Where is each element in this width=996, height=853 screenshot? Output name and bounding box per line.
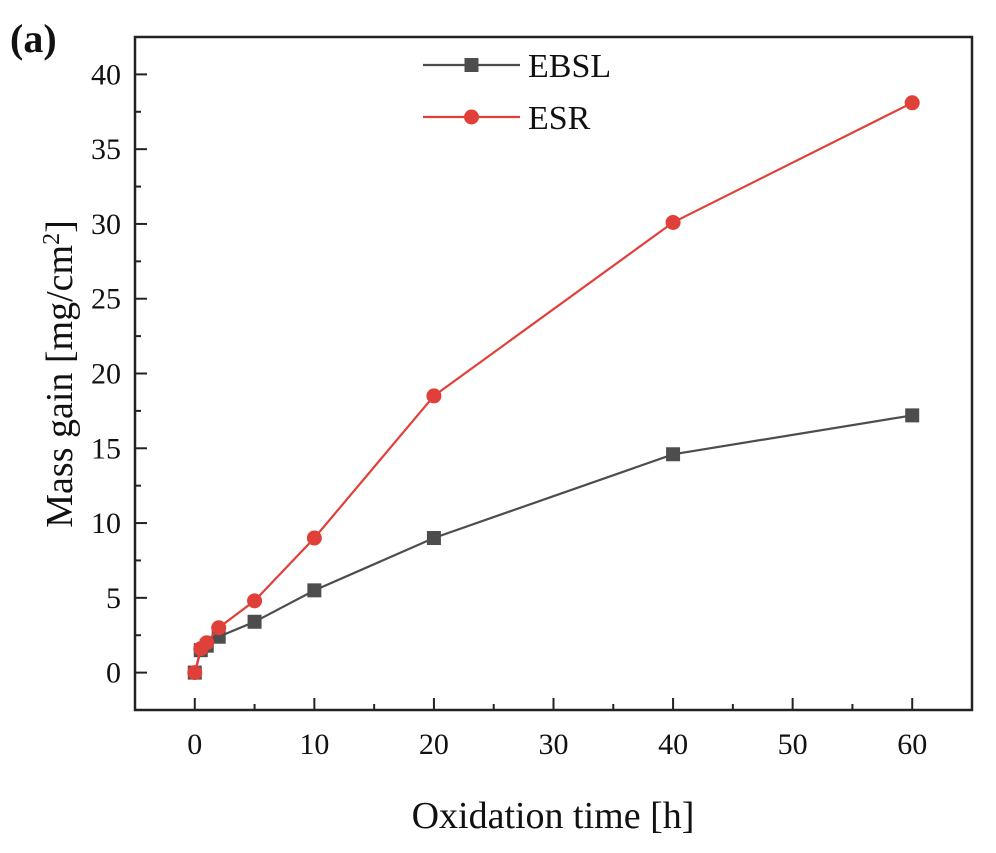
y-tick-label: 15 <box>91 432 121 465</box>
esr-point <box>199 635 215 651</box>
legend: EBSL ESR <box>423 48 611 137</box>
x-tick-label: 60 <box>897 728 927 761</box>
y-tick-label: 30 <box>91 208 121 241</box>
ebsl-point <box>247 614 262 629</box>
legend-item-esr: ESR <box>423 100 591 137</box>
panel-label: (a) <box>10 16 57 61</box>
plot-area-frame <box>133 35 974 712</box>
x-tick-label: 30 <box>539 728 569 761</box>
esr-point <box>426 388 442 404</box>
ebsl-point <box>464 58 479 72</box>
x-tick-label: 40 <box>658 728 688 761</box>
x-tick-label: 50 <box>778 728 808 761</box>
legend-label-esr: ESR <box>528 100 591 137</box>
y-tick-label: 0 <box>106 657 121 690</box>
x-tick-label: 10 <box>299 728 329 761</box>
y-axis-title-end: ] <box>39 220 81 233</box>
ebsl-line <box>193 414 913 673</box>
x-tick-label: 0 <box>187 728 202 761</box>
x-axis-title: Oxidation time [h] <box>412 795 695 837</box>
y-tick-label: 25 <box>91 283 121 316</box>
esr-point <box>187 665 203 681</box>
esr-point <box>211 620 227 636</box>
ebsl-point <box>905 408 920 423</box>
ebsl-point <box>426 531 441 546</box>
y-axis: 0 5 10 15 20 25 30 35 40 <box>91 58 147 690</box>
esr-point <box>247 593 263 609</box>
series-ebsl <box>187 408 920 680</box>
esr-point <box>464 109 479 125</box>
esr-point <box>306 530 322 546</box>
legend-item-ebsl: EBSL <box>423 48 611 85</box>
series-layer <box>187 95 920 681</box>
y-axis-title-main: Mass gain [mg/cm <box>39 245 81 528</box>
y-axis-title-superscript: 2 <box>39 233 65 245</box>
y-tick-label: 20 <box>91 358 121 391</box>
ebsl-point <box>666 447 681 462</box>
series-esr <box>187 95 920 681</box>
x-tick-label: 20 <box>419 728 449 761</box>
legend-label-ebsl: EBSL <box>528 48 611 85</box>
esr-point <box>904 95 920 111</box>
y-tick-label: 35 <box>91 133 121 166</box>
y-axis-title: Mass gain [mg/cm2] <box>39 220 81 528</box>
y-tick-label: 5 <box>106 582 121 615</box>
esr-point <box>665 214 681 230</box>
ebsl-point <box>307 583 322 598</box>
x-axis: 0 10 20 30 40 50 60 <box>187 698 927 761</box>
y-tick-label: 40 <box>91 58 121 91</box>
esr-line <box>193 101 913 673</box>
y-tick-label: 10 <box>91 507 121 540</box>
